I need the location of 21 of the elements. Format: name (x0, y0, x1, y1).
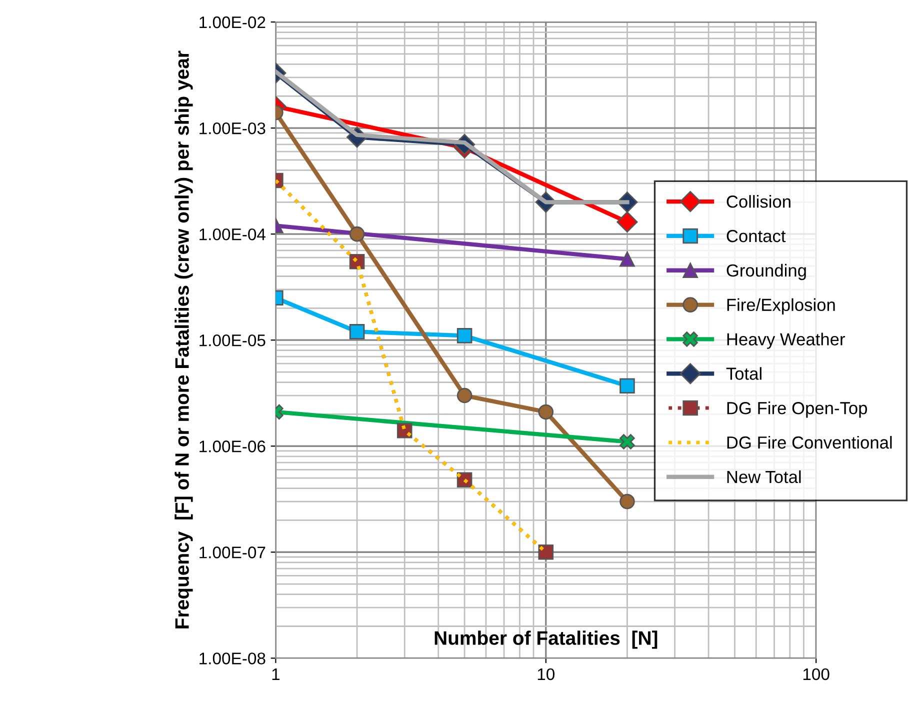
y-tick-label: 1.00E-04 (200, 228, 266, 240)
legend-label: Total (726, 367, 762, 380)
legend-label: Contact (726, 230, 786, 242)
legend-label: Grounding (726, 264, 806, 280)
x-axis-title: Number of Fatalities [N] (434, 630, 658, 649)
y-tick-label: 1.00E-03 (200, 122, 266, 134)
legend-label: DG Fire Open-Top (727, 402, 868, 418)
x-tick-label: 100 (803, 668, 830, 680)
legend-label: Heavy Weather (727, 332, 845, 349)
legend-label: Fire/Explosion (727, 298, 835, 314)
legend-label: Collision (726, 195, 790, 208)
y-tick-label: 1.00E-08 (200, 652, 266, 664)
y-tick-label: 1.00E-02 (200, 16, 266, 28)
y-tick-label: 1.00E-06 (200, 440, 266, 452)
x-tick-label: 10 (538, 668, 555, 680)
y-tick-label: 1.00E-05 (200, 334, 266, 346)
legend-label: DG Fire Conventional (727, 436, 892, 449)
x-tick-label: 1 (272, 668, 280, 680)
y-axis-title: Frequency [F] of N or more Fatalities (crew only) per ship year (174, 50, 193, 628)
y-tick-label: 1.00E-07 (200, 546, 266, 558)
legend-label: New Total (727, 470, 801, 484)
